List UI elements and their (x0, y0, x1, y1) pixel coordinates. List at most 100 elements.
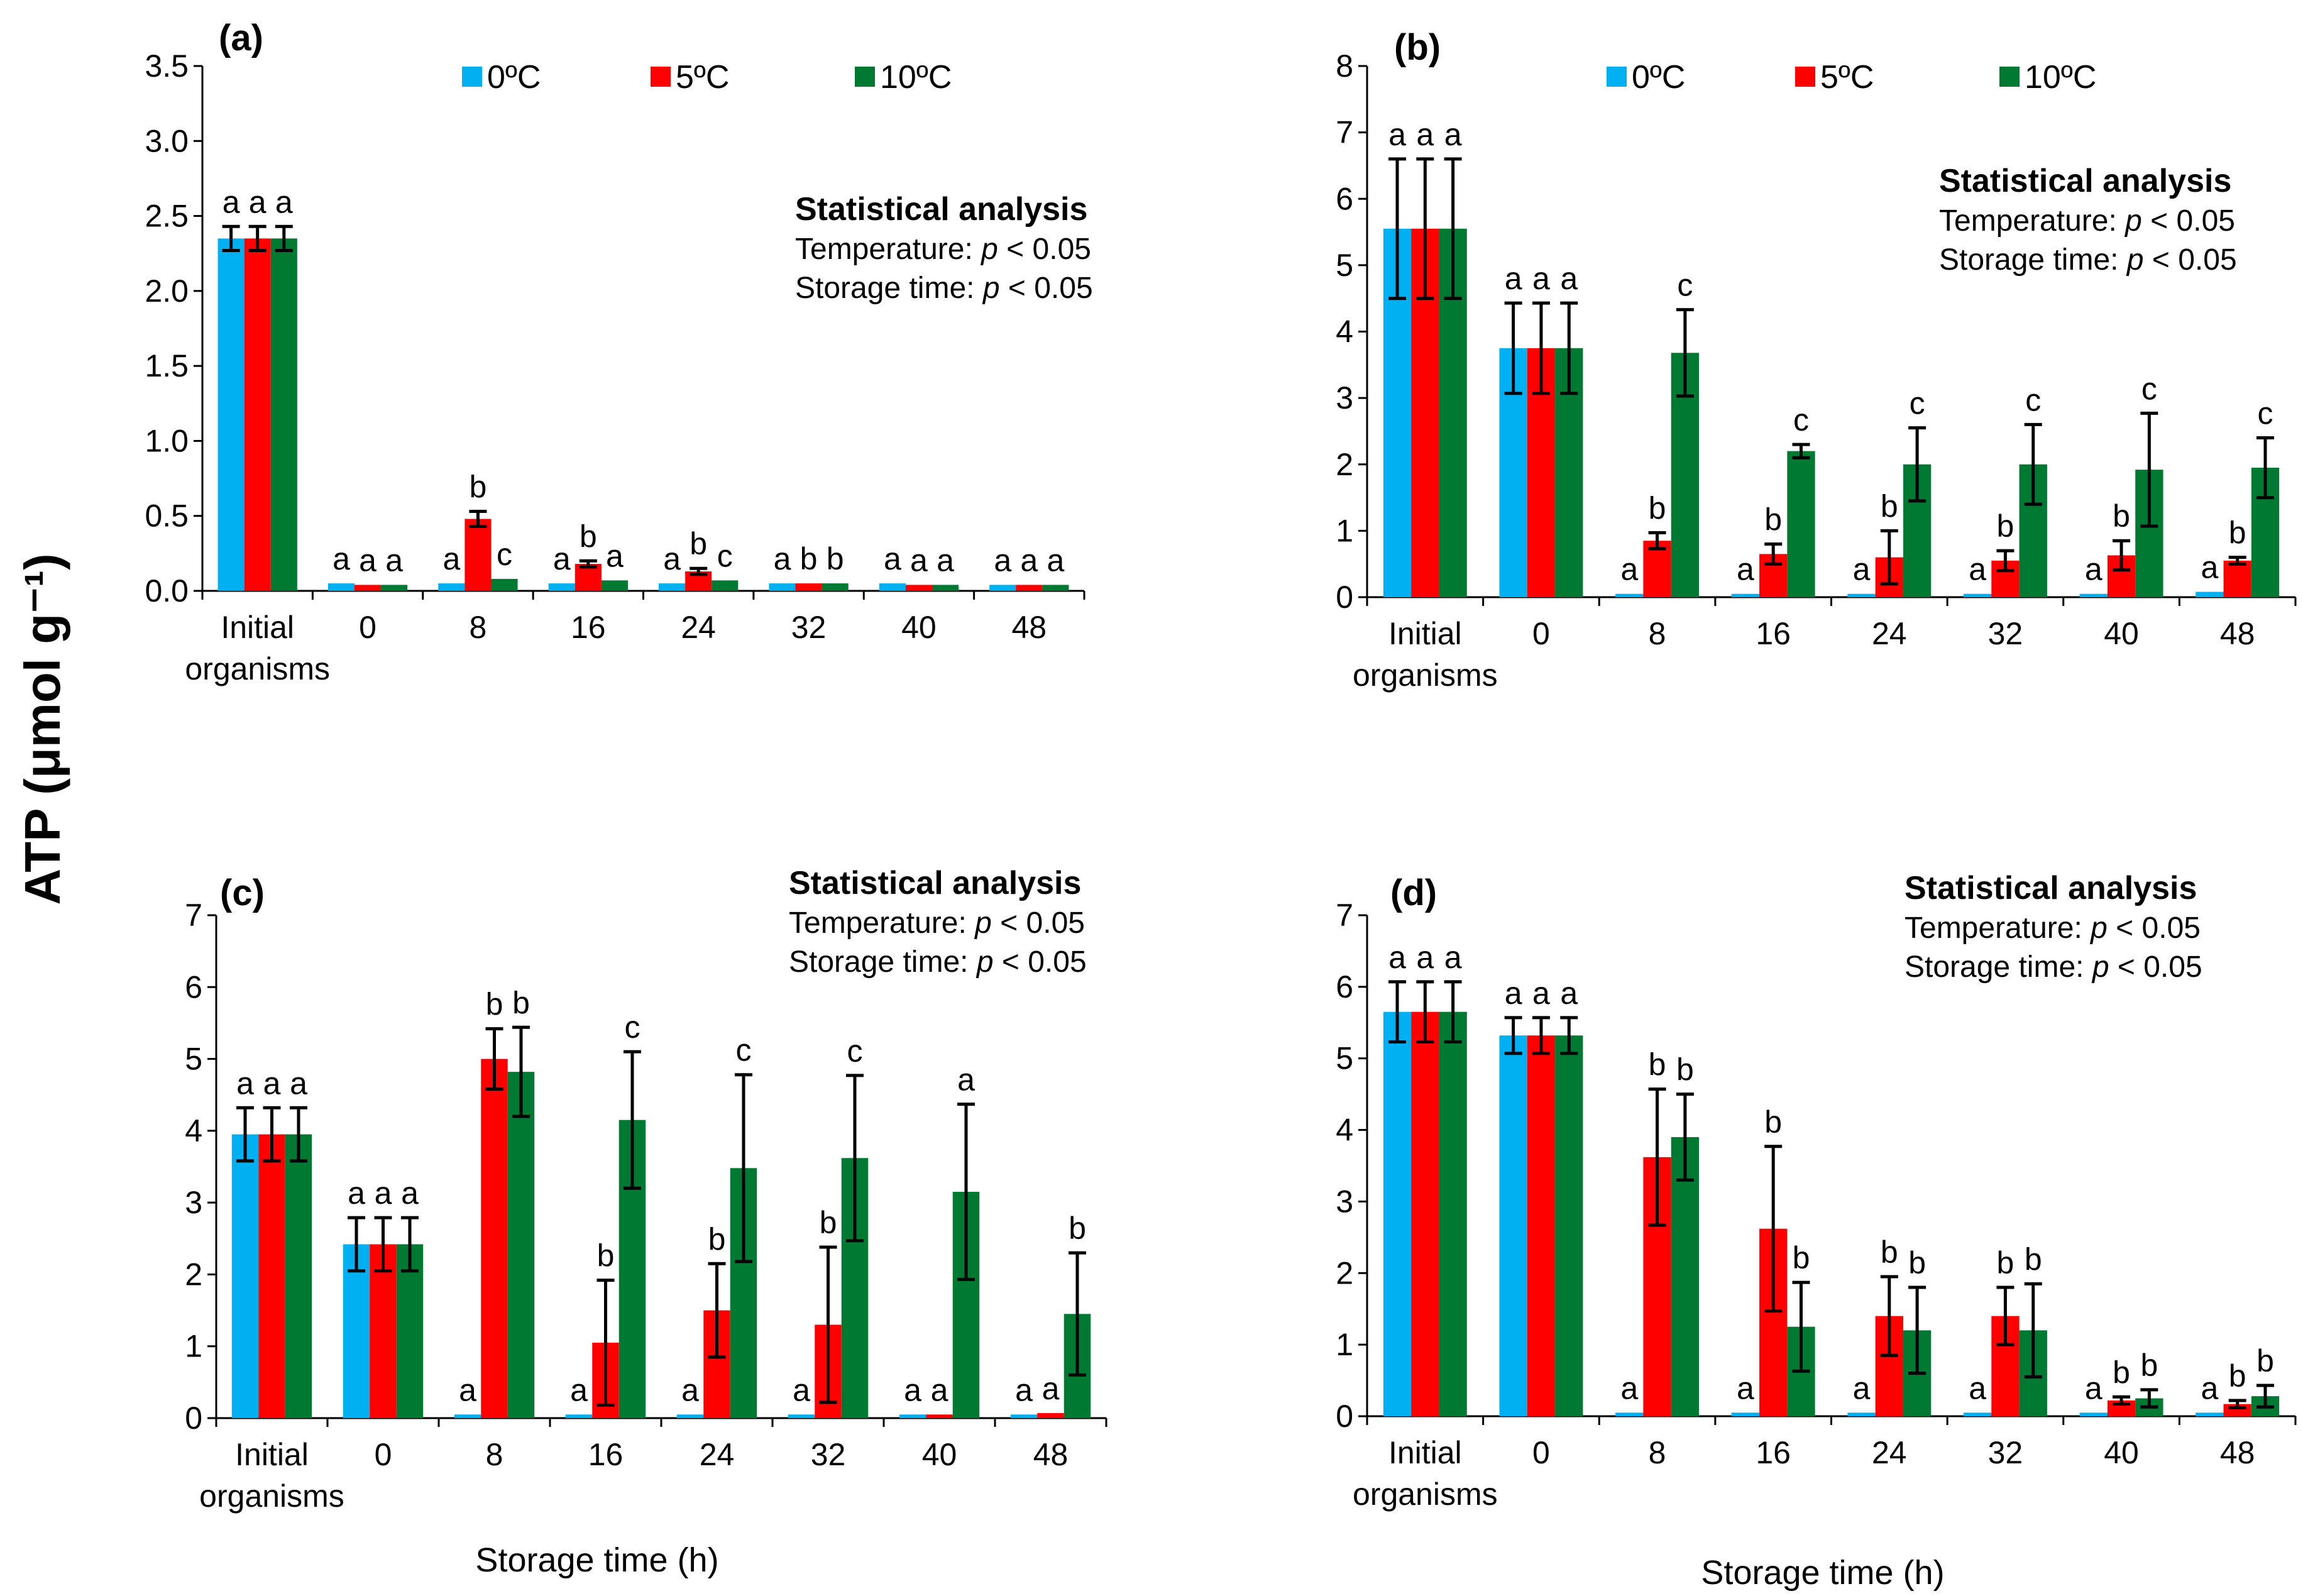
significance-letter: b (2229, 515, 2246, 551)
stat-title: Statistical analysis (795, 191, 1087, 228)
bar (381, 585, 408, 591)
x-tick-label: 0 (1532, 1435, 1550, 1470)
x-tick-label: Initial organisms (185, 610, 330, 686)
legend: 0ºC 5ºC 10ºC (1607, 59, 2096, 96)
bar (926, 1414, 953, 1418)
panel-label: (b) (1394, 27, 1441, 68)
significance-letter: a (1560, 976, 1578, 1011)
significance-letter: b (690, 526, 707, 561)
x-tick-label: 32 (811, 1437, 846, 1472)
y-tick-label: 0.0 (145, 573, 189, 608)
significance-letter: a (2085, 1370, 2102, 1406)
significance-letter: c (1910, 386, 1925, 421)
significance-letter: b (708, 1221, 726, 1257)
significance-letter: a (333, 541, 350, 576)
significance-letter: a (1620, 552, 1638, 587)
bar (795, 583, 822, 591)
bar (905, 585, 932, 591)
stat-line: Temperature: p < 0.05 (789, 906, 1085, 940)
x-tick-label: 16 (571, 610, 606, 645)
bar (932, 585, 959, 591)
bar (822, 583, 849, 591)
significance-letter: c (624, 1010, 640, 1045)
significance-letter: c (2257, 396, 2273, 431)
x-axis-title: Storage time (h) (475, 1541, 718, 1579)
x-tick-label: 0 (359, 610, 377, 645)
y-tick-label: 4 (185, 1113, 202, 1148)
significance-letter: a (1416, 940, 1434, 975)
significance-letter: a (1560, 261, 1578, 296)
bar (258, 1134, 285, 1418)
panel-label: (a) (219, 18, 263, 58)
bar (601, 580, 628, 591)
significance-letter: a (1416, 117, 1434, 152)
y-tick-label: 7 (1336, 898, 1353, 933)
x-tick-label: 24 (1872, 616, 1907, 651)
significance-letter: b (597, 1238, 615, 1274)
significance-letter: b (1997, 509, 2014, 544)
x-tick-label: Initial organisms (1353, 616, 1498, 693)
significance-letter: b (820, 1205, 837, 1240)
significance-letter: b (800, 541, 818, 576)
significance-letter: a (1015, 1372, 1033, 1407)
significance-letter: b (1881, 1235, 1898, 1270)
y-axis-title: ATP (μmol g⁻¹) (14, 553, 70, 905)
legend-entry: 5ºC (1820, 59, 1874, 96)
bar (1383, 1011, 1412, 1416)
stat-line: Temperature: p < 0.05 (1939, 204, 2235, 238)
significance-letter: a (606, 538, 624, 573)
bar (1016, 585, 1043, 591)
y-tick-label: 3 (1336, 380, 1353, 416)
significance-letter: a (1388, 117, 1406, 152)
statistical-analysis: Statistical analysis Temperature: p < 0.0… (795, 191, 1093, 305)
significance-letter: b (2229, 1358, 2246, 1394)
stat-title: Statistical analysis (1939, 163, 2231, 199)
bar (1527, 1035, 1556, 1416)
x-tick-label: 32 (791, 610, 827, 645)
significance-letter: a (904, 1372, 921, 1407)
significance-letter: a (1042, 1371, 1060, 1406)
significance-letter: a (1969, 552, 1986, 587)
y-tick-label: 3 (1336, 1184, 1353, 1219)
x-axis-title: Storage time (h) (1701, 1554, 1944, 1592)
significance-letter: b (1676, 1052, 1694, 1087)
x-tick-label: 32 (1988, 1435, 2023, 1470)
significance-letter: c (2025, 382, 2041, 417)
x-tick-label: 48 (2220, 616, 2255, 651)
legend-swatch (1795, 67, 1815, 87)
bar (1847, 1412, 1876, 1416)
bar (481, 1059, 508, 1418)
bar (343, 1244, 370, 1418)
bar (1787, 451, 1815, 597)
significance-letter: b (486, 987, 503, 1022)
bar (231, 1134, 259, 1418)
bar (712, 580, 739, 591)
significance-letter: c (1793, 402, 1809, 438)
significance-letter: a (401, 1175, 419, 1211)
statistical-analysis: Statistical analysis Temperature: p < 0.0… (789, 865, 1087, 979)
series-10ºC: aa c a c b a a (270, 184, 1069, 591)
bar (1411, 1011, 1439, 1416)
bar (899, 1414, 926, 1418)
x-tick-label: 8 (486, 1437, 503, 1472)
x-tick-label: 0 (1532, 616, 1550, 651)
significance-letter: a (1737, 552, 1754, 587)
significance-letter: b (1764, 502, 1782, 537)
y-tick-label: 5 (1336, 248, 1353, 283)
significance-letter: c (735, 1033, 751, 1068)
bar (1963, 1412, 1992, 1416)
significance-letter: b (2113, 498, 2130, 534)
y-tick-label: 3.5 (145, 48, 189, 84)
significance-letter: a (931, 1372, 948, 1407)
x-tick-label: 24 (700, 1437, 735, 1472)
